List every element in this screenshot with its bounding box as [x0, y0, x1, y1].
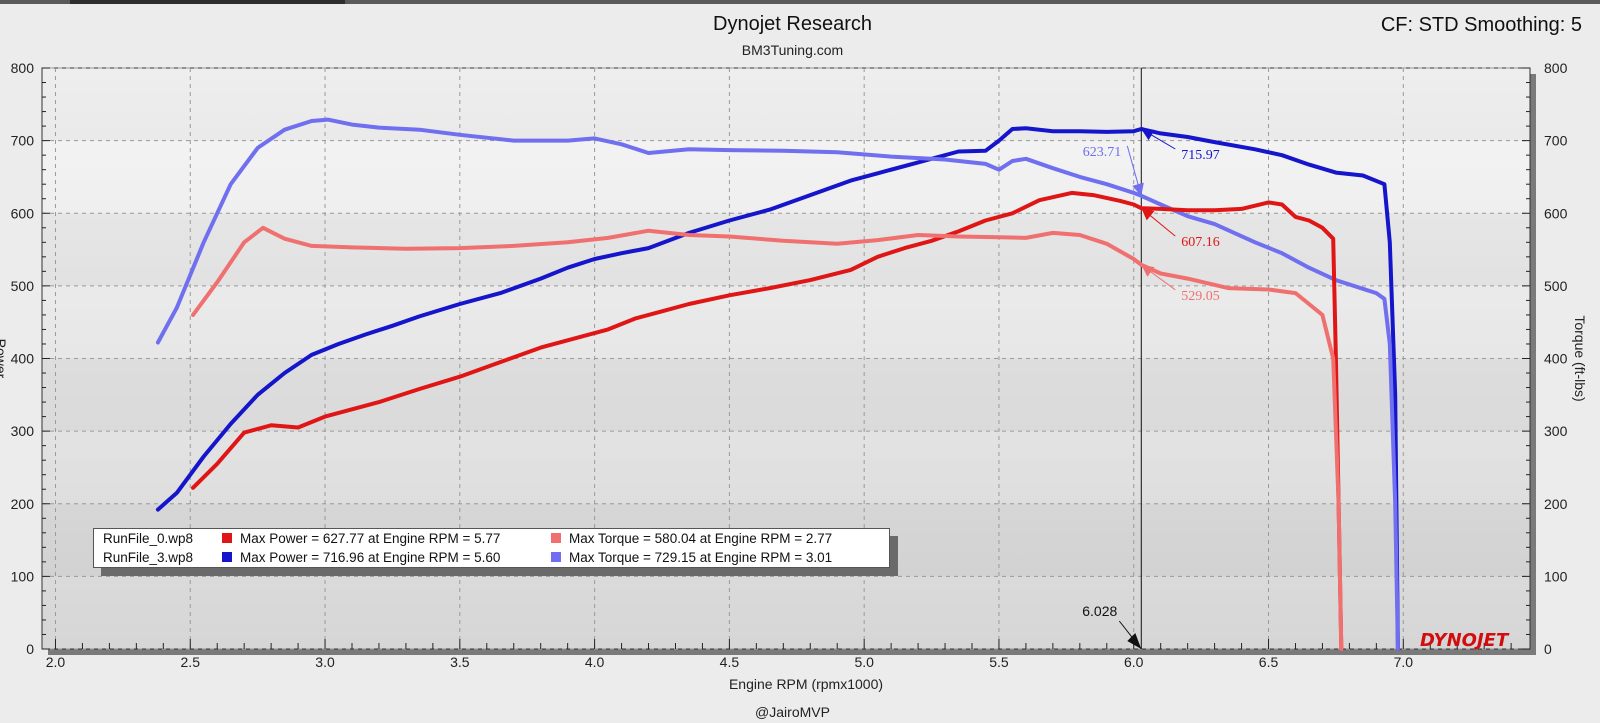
cursor-arrow	[1127, 633, 1142, 649]
y-right-tick-label: 200	[1544, 496, 1568, 512]
legend-torque-swatch-3	[551, 552, 561, 562]
top-bar	[0, 0, 1600, 4]
legend-row-runfile-0: RunFile_0.wp8 Max Power = 627.77 at Engi…	[94, 529, 889, 548]
x-axis-label: Engine RPM (rpmx1000)	[729, 676, 883, 692]
legend-power-swatch-3	[222, 552, 232, 562]
legend-torque-swatch-0	[551, 533, 561, 543]
legend: RunFile_0.wp8 Max Power = 627.77 at Engi…	[93, 528, 890, 568]
legend-file-3: RunFile_3.wp8	[103, 550, 194, 565]
y-left-tick-label: 700	[11, 133, 35, 149]
y-left-tick-label: 300	[11, 423, 35, 439]
x-tick-label: 3.5	[450, 654, 470, 670]
legend-torque-0: Max Torque = 580.04 at Engine RPM = 2.77	[569, 531, 833, 546]
chart-subtitle: BM3Tuning.com	[741, 42, 844, 58]
chart-title: Dynojet Research	[713, 13, 872, 35]
x-tick-label: 3.0	[315, 654, 335, 670]
series-line-3	[191, 225, 1344, 651]
y-right-tick-label: 700	[1544, 133, 1568, 149]
y-right-tick-label: 0	[1544, 641, 1552, 657]
annotation-label: 607.16	[1181, 235, 1220, 250]
grid-band	[42, 359, 1530, 432]
series-line-2	[191, 190, 1344, 651]
legend-power-3: Max Power = 716.96 at Engine RPM = 5.60	[240, 550, 501, 565]
x-tick-label: 2.5	[181, 654, 201, 670]
x-tick-label: 5.0	[854, 654, 874, 670]
series-line-1	[155, 117, 1400, 651]
legend-file-0: RunFile_0.wp8	[103, 531, 194, 546]
annotation-arrow	[1141, 264, 1155, 277]
annotation-arrow	[1141, 208, 1155, 221]
dynojet-logo: DYNOJET	[1420, 630, 1509, 651]
x-tick-label: 4.5	[720, 654, 740, 670]
cursor-value-label: 6.028	[1082, 603, 1117, 619]
y-right-tick-label: 600	[1544, 205, 1568, 221]
y2-axis-label: Torque (ft-lbs)	[1572, 315, 1588, 401]
legend-power-0: Max Power = 627.77 at Engine RPM = 5.77	[240, 531, 501, 546]
x-tick-label: 4.0	[585, 654, 605, 670]
y-right-tick-label: 300	[1544, 423, 1568, 439]
series-line-0	[155, 126, 1400, 651]
annotation-label: 623.71	[1083, 145, 1122, 160]
x-tick-label: 6.0	[1124, 654, 1144, 670]
legend-power-swatch-0	[222, 533, 232, 543]
annotation-arrow	[1132, 182, 1144, 196]
y-left-tick-label: 100	[11, 568, 35, 584]
annotation-label: 715.97	[1181, 148, 1220, 163]
y-right-tick-label: 800	[1544, 60, 1568, 76]
legend-row-runfile-3: RunFile_3.wp8 Max Power = 716.96 at Engi…	[94, 548, 889, 567]
y-left-tick-label: 200	[11, 496, 35, 512]
x-tick-label: 5.5	[989, 654, 1009, 670]
grid-band	[42, 213, 1530, 286]
y-left-tick-label: 600	[11, 205, 35, 221]
y-left-tick-label: 400	[11, 351, 35, 367]
y-axis-label: Power	[0, 339, 9, 379]
cf-smoothing-label: CF: STD Smoothing: 5	[1380, 14, 1582, 36]
annotation-arrow	[1141, 129, 1155, 141]
y-right-tick-label: 500	[1544, 278, 1568, 294]
legend-torque-3: Max Torque = 729.15 at Engine RPM = 3.01	[569, 550, 833, 565]
grid-band	[42, 68, 1530, 141]
y-left-tick-label: 500	[11, 278, 35, 294]
x-tick-label: 2.0	[46, 654, 66, 670]
x-tick-label: 6.5	[1259, 654, 1279, 670]
author-credit: @JairoMVP	[755, 704, 830, 720]
y-left-tick-label: 800	[11, 60, 35, 76]
y-right-tick-label: 400	[1544, 351, 1568, 367]
y-right-tick-label: 100	[1544, 568, 1568, 584]
annotation-label: 529.05	[1181, 289, 1220, 304]
y-left-tick-label: 0	[26, 641, 34, 657]
x-tick-label: 7.0	[1394, 654, 1414, 670]
